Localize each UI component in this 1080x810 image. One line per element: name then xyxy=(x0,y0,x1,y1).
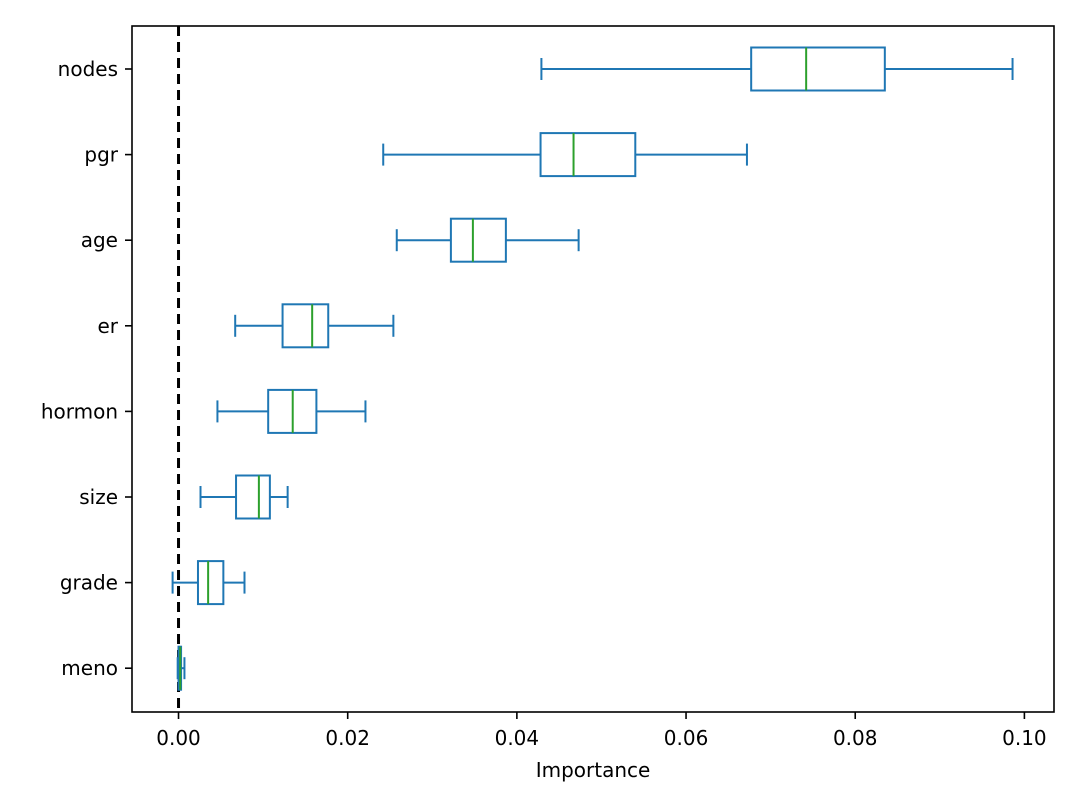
box-grade xyxy=(196,560,225,606)
box-size xyxy=(235,474,271,520)
x-tick-label-0: 0.00 xyxy=(156,726,201,750)
box-group-hormon xyxy=(216,388,367,434)
box-pgr xyxy=(539,132,637,178)
x-tick-label-2: 0.04 xyxy=(495,726,540,750)
box-group-meno xyxy=(176,645,186,691)
x-tick-label-3: 0.06 xyxy=(664,726,709,750)
box-group-pgr xyxy=(382,132,748,178)
axes-layer: nodes pgr age er hormon size grade meno 0.00 0.02… xyxy=(41,57,1047,750)
y-tick-label-er: er xyxy=(97,314,118,338)
box-group-nodes xyxy=(540,46,1014,92)
y-tick-label-size: size xyxy=(79,485,118,509)
box-nodes xyxy=(750,46,886,92)
x-tick-label-5: 0.10 xyxy=(1002,726,1047,750)
x-tick-label-4: 0.08 xyxy=(833,726,878,750)
box-group-age xyxy=(395,217,580,263)
x-tick-label-1: 0.02 xyxy=(325,726,370,750)
boxes-layer xyxy=(171,46,1014,691)
y-tick-label-grade: grade xyxy=(60,571,118,595)
box-er xyxy=(281,303,330,349)
y-tick-label-age: age xyxy=(81,228,118,252)
box-group-grade xyxy=(171,560,246,606)
y-tick-label-pgr: pgr xyxy=(84,143,118,167)
y-tick-label-meno: meno xyxy=(61,656,118,680)
box-age xyxy=(449,217,507,263)
y-tick-label-hormon: hormon xyxy=(41,399,118,423)
box-group-size xyxy=(199,474,289,520)
x-axis-title: Importance xyxy=(536,758,651,782)
plot-area-frame xyxy=(131,25,1055,713)
y-tick-label-nodes: nodes xyxy=(58,57,118,81)
box-group-er xyxy=(234,303,395,349)
